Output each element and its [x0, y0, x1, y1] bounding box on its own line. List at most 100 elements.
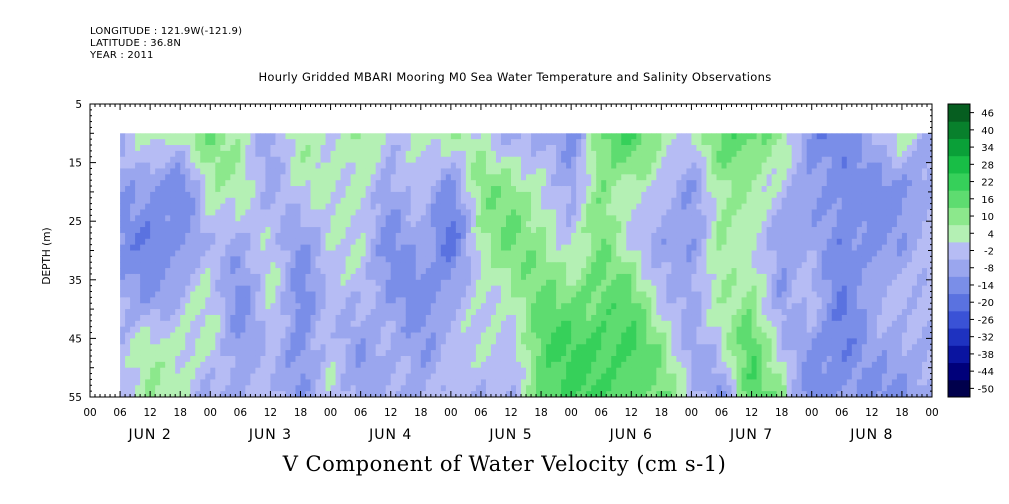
heatmap-cell — [420, 203, 427, 210]
heatmap-cell — [606, 285, 612, 292]
heatmap-cell — [440, 303, 447, 310]
heatmap-cell — [255, 361, 261, 369]
heatmap-cell — [556, 180, 562, 187]
heatmap-cell — [210, 262, 216, 269]
heatmap-cell — [370, 215, 377, 222]
heatmap-cell — [125, 215, 131, 222]
heatmap-cell — [380, 174, 387, 181]
heatmap-cell — [155, 250, 161, 257]
heatmap-cell — [300, 355, 306, 363]
heatmap-cell — [571, 186, 577, 193]
heatmap-cell — [536, 326, 542, 333]
heatmap-cell — [445, 367, 452, 374]
heatmap-cell — [561, 227, 567, 234]
heatmap-cell — [160, 279, 166, 287]
heatmap-cell — [195, 273, 201, 281]
heatmap-cell — [500, 268, 507, 275]
heatmap-cell — [566, 361, 572, 369]
heatmap-cell — [285, 209, 291, 216]
heatmap-cell — [596, 303, 602, 310]
heatmap-cell — [235, 209, 241, 216]
heatmap-cell — [210, 156, 216, 163]
heatmap-cell — [215, 156, 221, 163]
heatmap-cell — [390, 338, 397, 345]
heatmap-cell — [230, 150, 236, 158]
heatmap-cell — [145, 244, 151, 251]
heatmap-cell — [621, 203, 627, 210]
heatmap-cell — [435, 250, 442, 257]
heatmap-cell — [370, 285, 377, 292]
heatmap-cell — [360, 191, 367, 199]
heatmap-cell — [500, 367, 507, 374]
heatmap-cell — [571, 350, 577, 357]
heatmap-cell — [576, 350, 582, 357]
heatmap-cell — [260, 367, 266, 374]
heatmap-cell — [460, 314, 467, 322]
heatmap-cell — [120, 162, 126, 169]
heatmap-cell — [616, 232, 622, 240]
heatmap-cell — [531, 303, 537, 310]
heatmap-cell — [155, 221, 161, 228]
heatmap-cell — [606, 344, 612, 351]
heatmap-cell — [225, 379, 231, 386]
heatmap-cell — [320, 191, 326, 199]
heatmap-cell — [611, 291, 617, 298]
heatmap-cell — [120, 227, 126, 234]
heatmap-cell — [420, 373, 427, 380]
heatmap-cell — [360, 180, 367, 187]
heatmap-cell — [135, 338, 141, 345]
heatmap-cell — [280, 186, 286, 193]
heatmap-cell — [215, 262, 221, 269]
heatmap-cell — [125, 238, 131, 246]
heatmap-cell — [350, 180, 357, 187]
heatmap-cell — [430, 273, 437, 281]
heatmap-cell — [621, 156, 627, 163]
heatmap-cell — [325, 238, 331, 246]
heatmap-cell — [150, 209, 156, 216]
heatmap-cell — [511, 320, 517, 328]
heatmap-cell — [200, 203, 206, 210]
heatmap-cell — [400, 273, 407, 281]
heatmap-cell — [500, 344, 507, 351]
heatmap-cell — [240, 174, 246, 181]
heatmap-cell — [671, 256, 677, 263]
heatmap-cell — [285, 145, 291, 152]
heatmap-cell — [445, 227, 452, 234]
heatmap-cell — [235, 227, 241, 234]
heatmap-cell — [541, 162, 547, 169]
heatmap-cell — [220, 162, 226, 169]
heatmap-cell — [250, 162, 256, 169]
heatmap-cell — [220, 232, 226, 240]
heatmap-cell — [285, 279, 291, 287]
heatmap-cell — [320, 326, 326, 333]
heatmap-cell — [470, 156, 477, 163]
heatmap-cell — [155, 285, 161, 292]
heatmap-cell — [205, 273, 211, 281]
heatmap-cell — [345, 197, 352, 205]
heatmap-cell — [470, 361, 477, 369]
heatmap-cell — [611, 215, 617, 222]
heatmap-cell — [671, 262, 677, 269]
heatmap-cell — [430, 338, 437, 345]
heatmap-cell — [200, 326, 206, 333]
heatmap-cell — [340, 203, 347, 210]
heatmap-cell — [290, 332, 296, 339]
heatmap-cell — [591, 232, 597, 240]
heatmap-cell — [270, 186, 276, 193]
heatmap-cell — [330, 320, 336, 328]
heatmap-cell — [561, 145, 567, 152]
heatmap-cell — [190, 162, 196, 169]
heatmap-cell — [656, 273, 662, 281]
heatmap-cell — [420, 361, 427, 369]
heatmap-cell — [420, 309, 427, 316]
heatmap-cell — [150, 215, 156, 222]
heatmap-cell — [225, 291, 231, 298]
heatmap-cell — [586, 279, 592, 287]
heatmap-cell — [180, 268, 186, 275]
heatmap-cell — [485, 133, 492, 140]
heatmap-cell — [526, 191, 532, 199]
heatmap-cell — [621, 314, 627, 322]
heatmap-cell — [245, 162, 251, 169]
heatmap-cell — [415, 291, 422, 298]
heatmap-cell — [601, 221, 607, 228]
